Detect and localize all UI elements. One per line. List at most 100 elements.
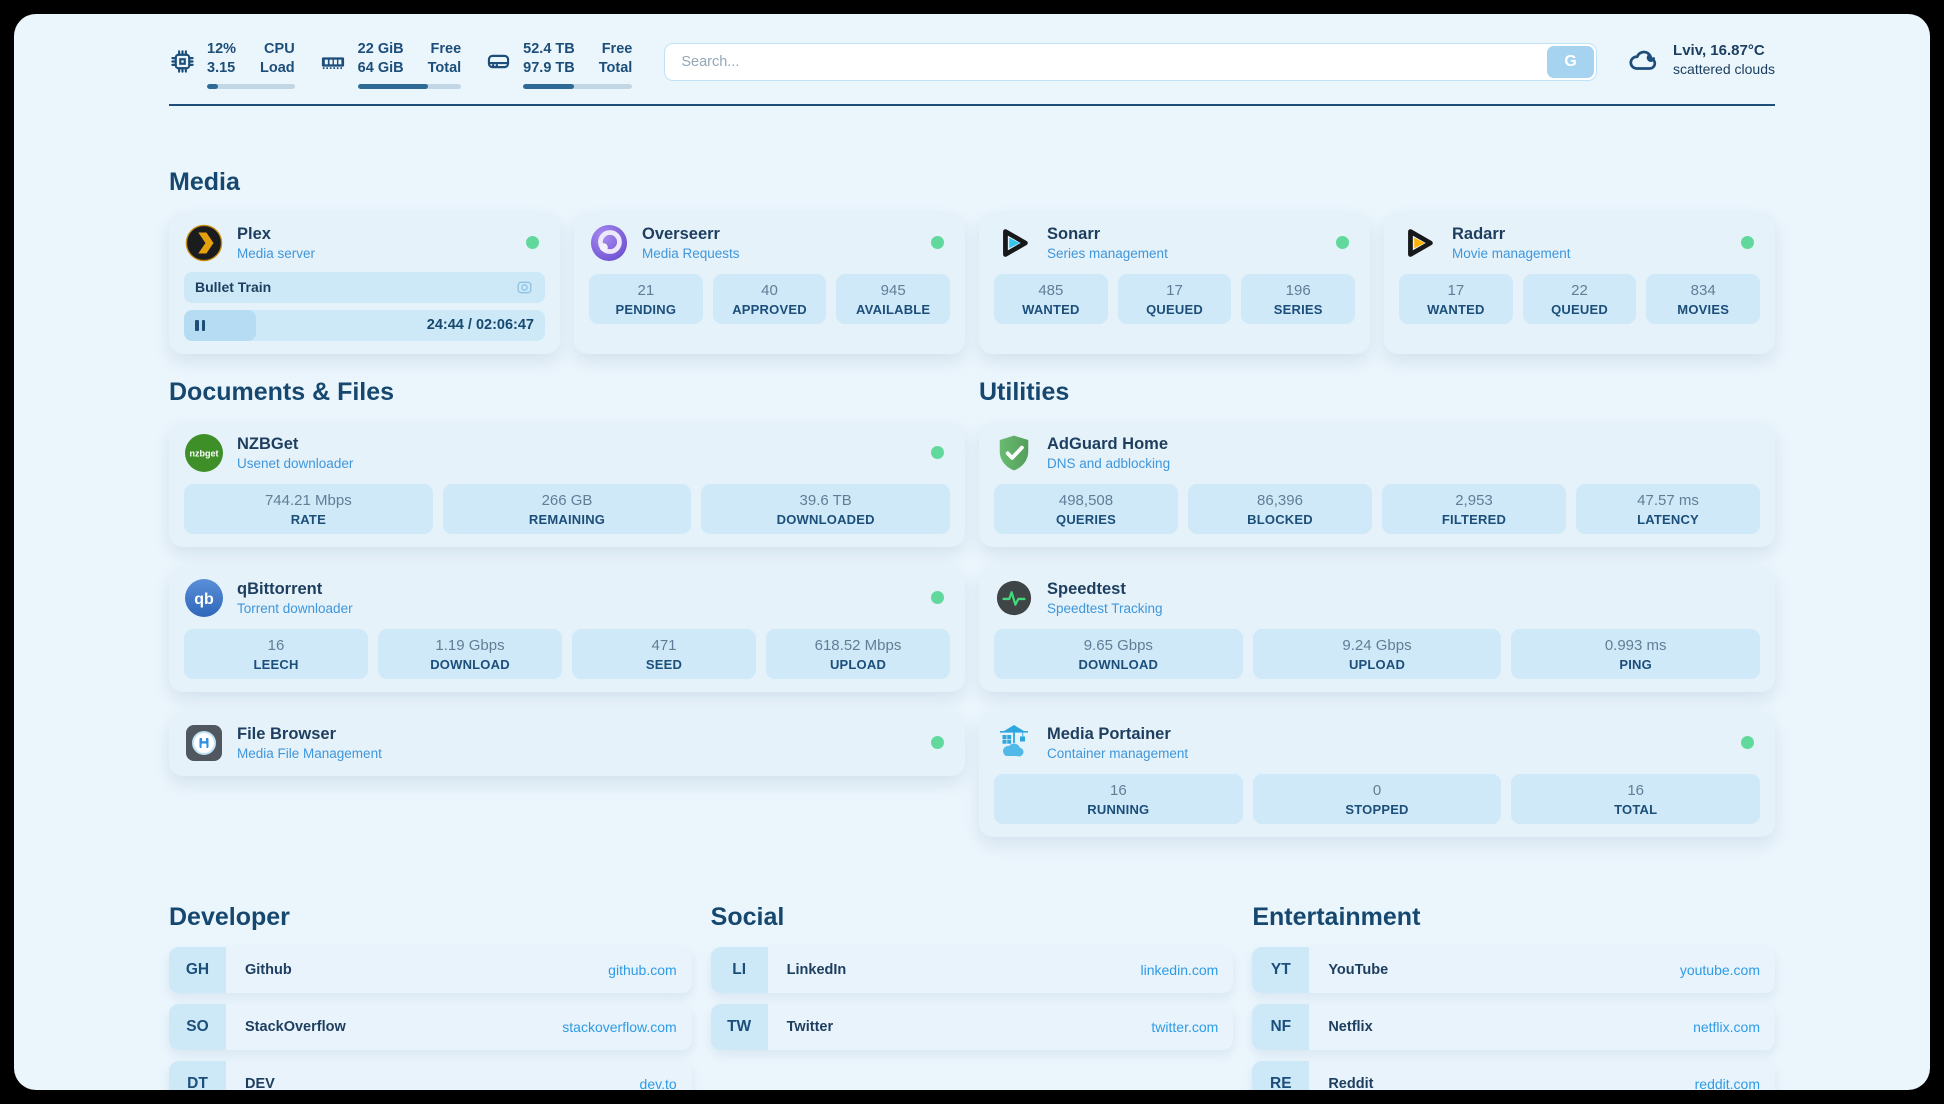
link-name: LinkedIn bbox=[786, 961, 847, 978]
weather-location-temp: Lviv, 16.87°C bbox=[1673, 42, 1765, 59]
memory-free-value: 22 GiB bbox=[357, 41, 404, 57]
stat-box: 17 WANTED bbox=[1399, 273, 1513, 324]
stat-box: 16 LEECH bbox=[184, 628, 368, 679]
section-title-media: Media bbox=[169, 167, 240, 196]
stat-box: 16 RUNNING bbox=[994, 773, 1243, 824]
service-subtitle: Torrent downloader bbox=[237, 600, 353, 616]
radarr-logo-icon bbox=[1399, 223, 1439, 263]
overseerr-logo-icon bbox=[589, 223, 629, 263]
stat-box: 39.6 TB DOWNLOADED bbox=[701, 483, 951, 534]
service-title: Radarr bbox=[1452, 224, 1506, 243]
speedtest-card[interactable]: Speedtest Speedtest Tracking 9.65 Gbps D… bbox=[979, 566, 1775, 692]
link-reddit[interactable]: RE Reddit reddit.com bbox=[1252, 1060, 1775, 1090]
cpu-load-label: Load bbox=[260, 59, 295, 76]
search-input[interactable] bbox=[664, 43, 1598, 81]
link-youtube[interactable]: YT YouTube youtube.com bbox=[1252, 946, 1775, 993]
link-url: linkedin.com bbox=[1140, 961, 1219, 978]
link-url: reddit.com bbox=[1694, 1075, 1760, 1090]
link-abbr-badge: SO bbox=[169, 1003, 226, 1050]
stat-box: 266 GB REMAINING bbox=[442, 483, 692, 534]
link-name: Github bbox=[245, 961, 292, 978]
link-abbr-badge: NF bbox=[1252, 1003, 1310, 1050]
link-abbr-badge: TW bbox=[710, 1003, 768, 1050]
memory-total-value: 64 GiB bbox=[357, 59, 404, 76]
top-bar: 12% 3.15 CPU Load bbox=[169, 14, 1775, 89]
link-linkedin[interactable]: LI LinkedIn linkedin.com bbox=[710, 946, 1234, 993]
topbar-divider bbox=[169, 103, 1775, 106]
stat-box: 618.52 Mbps UPLOAD bbox=[766, 628, 950, 679]
filebrowser-card[interactable]: File Browser Media File Management bbox=[169, 711, 965, 776]
stat-box: 86,396 BLOCKED bbox=[1188, 483, 1372, 534]
stat-box: 2,953 FILTERED bbox=[1382, 483, 1566, 534]
system-monitor-widgets: 12% 3.15 CPU Load bbox=[169, 40, 633, 89]
service-subtitle: DNS and adblocking bbox=[1047, 455, 1171, 471]
radarr-card[interactable]: Radarr Movie management 17 WANTED 22 QUE… bbox=[1384, 211, 1775, 354]
stat-box: 498,508 QUERIES bbox=[994, 483, 1178, 534]
status-online-dot bbox=[931, 736, 944, 750]
hard-drive-icon bbox=[485, 48, 512, 75]
service-title: Sonarr bbox=[1047, 224, 1101, 243]
section-title-social: Social bbox=[710, 902, 785, 931]
link-twitter[interactable]: TW Twitter twitter.com bbox=[710, 1003, 1234, 1050]
service-subtitle: Media Requests bbox=[642, 245, 740, 261]
service-title: NZBGet bbox=[237, 434, 299, 453]
svg-text:qb: qb bbox=[194, 591, 214, 608]
plex-logo-icon bbox=[184, 223, 224, 263]
status-online-dot bbox=[1741, 236, 1754, 250]
disk-free-label: Free bbox=[601, 41, 633, 57]
service-subtitle: Movie management bbox=[1452, 245, 1571, 261]
sonarr-card[interactable]: Sonarr Series management 485 WANTED 17 Q… bbox=[979, 211, 1370, 354]
link-dev[interactable]: DT DEV dev.to bbox=[169, 1060, 692, 1090]
playback-progress-bar[interactable]: 24:44 / 02:06:47 bbox=[184, 309, 545, 341]
pause-icon[interactable] bbox=[195, 319, 205, 331]
disk-total-value: 97.9 TB bbox=[523, 59, 575, 76]
memory-progress-bar bbox=[357, 83, 462, 89]
service-subtitle: Media server bbox=[237, 245, 316, 261]
status-online-dot bbox=[1336, 236, 1349, 250]
link-url: twitter.com bbox=[1151, 1018, 1219, 1035]
cpu-percent: 12% bbox=[207, 41, 237, 57]
link-url: youtube.com bbox=[1679, 961, 1760, 978]
service-title: qBittorrent bbox=[237, 579, 323, 598]
now-playing-title: Bullet Train bbox=[195, 279, 272, 296]
link-github[interactable]: GH Github github.com bbox=[169, 946, 692, 993]
link-url: dev.to bbox=[639, 1075, 677, 1090]
section-title-documents: Documents & Files bbox=[169, 377, 395, 406]
link-stackoverflow[interactable]: SO StackOverflow stackoverflow.com bbox=[169, 1003, 692, 1050]
svg-text:nzbget: nzbget bbox=[190, 448, 219, 458]
overseerr-card[interactable]: Overseerr Media Requests 21 PENDING 40 A… bbox=[574, 211, 965, 354]
service-title: Overseerr bbox=[642, 224, 720, 243]
cpu-progress-bar bbox=[207, 83, 295, 89]
weather-widget: Lviv, 16.87°C scattered clouds bbox=[1627, 42, 1775, 77]
plex-card[interactable]: Plex Media server Bullet Train bbox=[169, 211, 560, 354]
link-netflix[interactable]: NF Netflix netflix.com bbox=[1252, 1003, 1775, 1050]
service-subtitle: Speedtest Tracking bbox=[1047, 600, 1163, 616]
nzbget-card[interactable]: nzbget NZBGet Usenet downloader 744.21 M… bbox=[169, 421, 965, 547]
service-subtitle: Series management bbox=[1047, 245, 1168, 261]
portainer-logo-icon bbox=[994, 723, 1034, 763]
memory-total-label: Total bbox=[427, 59, 462, 76]
status-online-dot bbox=[931, 446, 944, 460]
stat-box: 0.993 ms PING bbox=[1511, 628, 1761, 679]
service-subtitle: Media File Management bbox=[237, 745, 382, 761]
qbittorrent-card[interactable]: qb qBittorrent Torrent downloader 16 LEE… bbox=[169, 566, 965, 692]
link-name: Netflix bbox=[1328, 1018, 1373, 1035]
disk-free-value: 52.4 TB bbox=[523, 41, 575, 57]
memory-widget: 22 GiB 64 GiB Free Total bbox=[319, 40, 462, 89]
cloud-icon bbox=[1627, 43, 1661, 77]
adguard-card[interactable]: AdGuard Home DNS and adblocking 498,508 … bbox=[979, 421, 1775, 547]
stat-box: 744.21 Mbps RATE bbox=[184, 483, 433, 534]
cpu-load-value: 3.15 bbox=[207, 59, 236, 76]
session-icon[interactable] bbox=[515, 278, 534, 297]
filebrowser-logo-icon bbox=[184, 723, 224, 763]
sonarr-logo-icon bbox=[994, 223, 1034, 263]
disk-widget: 52.4 TB 97.9 TB Free Total bbox=[485, 40, 633, 89]
section-title-developer: Developer bbox=[169, 902, 290, 931]
google-search-button[interactable]: G bbox=[1547, 46, 1595, 78]
cpu-label: CPU bbox=[264, 41, 295, 57]
cpu-chip-icon bbox=[169, 48, 196, 75]
portainer-card[interactable]: Media Portainer Container management 16 … bbox=[979, 711, 1775, 837]
service-title: Media Portainer bbox=[1047, 724, 1171, 743]
service-subtitle: Container management bbox=[1047, 745, 1189, 761]
link-name: StackOverflow bbox=[245, 1018, 346, 1035]
